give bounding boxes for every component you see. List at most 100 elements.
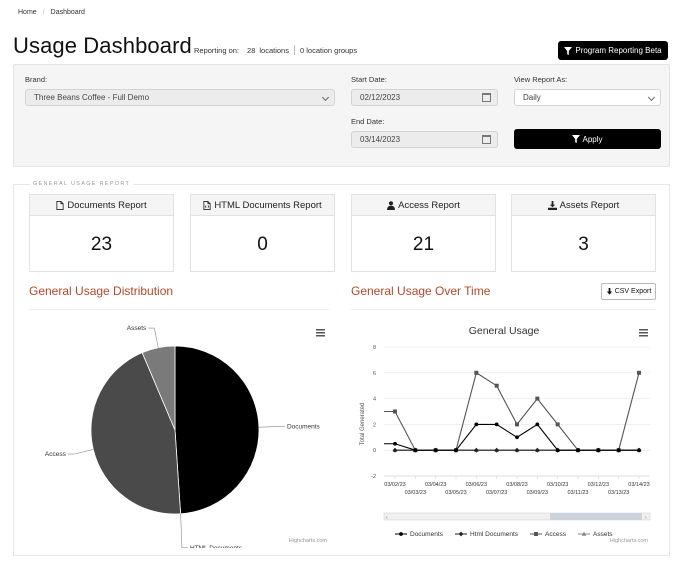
legend-item-documents[interactable]: Documents [395,531,444,538]
data-point[interactable] [433,448,438,453]
data-point[interactable] [616,448,621,453]
data-point[interactable] [535,422,540,427]
data-point[interactable] [555,422,560,427]
data-point[interactable] [535,396,540,401]
data-point[interactable] [393,441,397,446]
data-point[interactable] [458,531,464,537]
apply-label: Apply [582,134,603,144]
distribution-title: General Usage Distribution [29,284,174,298]
y-tick-label: 6 [373,371,376,377]
user-icon [387,200,396,210]
pie-slice-access[interactable] [90,352,182,515]
y-tick-label: 2 [373,422,376,428]
over-time-divider [351,309,656,310]
chevron-down-icon [321,93,330,102]
location-groups: 0 location groups [299,45,358,55]
x-tick-label: 03/10/23 [547,482,568,488]
data-point[interactable] [534,532,538,536]
scroll-right-arrow[interactable]: › [645,515,647,521]
pie-slice-assets[interactable] [141,345,176,431]
breadcrumb-home[interactable]: Home [18,9,37,16]
csv-export-button[interactable]: CSV Export [601,283,656,300]
filter-icon [572,135,581,143]
breadcrumb-separator: / [42,9,45,16]
scrollbar-thumb[interactable] [550,513,642,520]
chevron-down-icon [647,93,656,102]
brand-select[interactable]: Three Beans Coffee - Full Demo [25,89,335,106]
scroll-left-arrow[interactable]: ‹ [386,515,388,521]
chart-credits[interactable]: Highcharts.com [289,538,328,544]
series-line [384,423,639,451]
over-time-title: General Usage Over Time [351,284,491,298]
start-date-label: Start Date: [351,75,387,84]
apply-button[interactable]: Apply [514,129,661,149]
series-access[interactable] [384,370,641,453]
card-value: 23 [90,234,113,255]
legend-label: Access [545,531,567,538]
data-point[interactable] [555,448,560,453]
usage-distribution-pie-chart: Documents HTML Documents Access Assets High… [45,325,328,548]
card-value: 0 [257,234,268,255]
pie-label: Assets [127,325,147,332]
data-point[interactable] [515,422,519,427]
x-tick-label: 03/06/23 [466,482,487,488]
chart-credits[interactable]: Highcharts.com [610,538,649,544]
data-point[interactable] [576,448,580,453]
documents-report-card[interactable]: Documents Report 23 [29,194,174,272]
csv-export-label: CSV Export [614,288,652,295]
access-report-card[interactable]: Access Report 21 [351,194,496,272]
x-tick-label: 03/08/23 [506,482,527,488]
card-value: 21 [412,234,435,255]
html-documents-report-card[interactable]: HTML Documents Report 0 [190,194,335,272]
program-reporting-beta-label: Program Reporting Beta [575,46,662,55]
x-tick-label: 03/04/23 [425,482,446,488]
data-point[interactable] [515,435,519,440]
data-point[interactable] [454,448,458,453]
reporting-summary: Reporting on: 28 locations 0 location gr… [194,45,357,55]
data-point[interactable] [399,532,403,536]
data-point[interactable] [494,383,499,388]
data-point[interactable] [514,447,520,453]
reporting-on-label: Reporting on: [194,45,240,55]
start-date-input[interactable]: 02/12/2023 [351,89,498,106]
hamburger-menu-icon[interactable] [316,329,325,337]
x-tick-label: 03/09/23 [527,490,548,496]
card-label: Assets Report [559,199,620,211]
data-point[interactable] [494,422,499,427]
x-tick-label: 03/13/23 [608,490,629,496]
legend-label: Html Documents [470,531,519,538]
data-point[interactable] [413,448,418,453]
data-point[interactable] [473,447,479,453]
data-point[interactable] [474,370,479,375]
data-point[interactable] [494,447,500,453]
calendar-icon[interactable] [482,135,491,144]
hamburger-menu-icon[interactable] [639,329,648,337]
start-date-value: 02/12/2023 [360,93,401,102]
data-point[interactable] [474,422,479,427]
legend-item-access[interactable]: Access [530,531,567,538]
data-point[interactable] [637,370,641,375]
assets-report-card[interactable]: Assets Report 3 [511,194,656,272]
data-point[interactable] [534,447,540,453]
data-point[interactable] [393,409,397,414]
end-date-input[interactable]: 03/14/2023 [351,131,498,148]
breadcrumb-current: Dashboard [50,9,85,16]
page-title: Usage Dashboard [13,33,192,58]
program-reporting-beta-button[interactable]: Program Reporting Beta [558,41,668,60]
navigator-scrollbar[interactable]: ‹ › [383,512,651,521]
series-documents[interactable] [384,422,641,453]
data-point[interactable] [637,448,641,453]
data-point[interactable] [581,531,587,536]
x-tick-label: 03/11/23 [567,490,588,496]
usage-over-time-line-chart: General Usage Total Generated -2 0 2 4 6 8 03… [360,325,651,544]
calendar-icon[interactable] [482,93,491,102]
reporting-divider [293,45,295,55]
view-report-select[interactable]: Daily [514,89,661,106]
pie-slice-documents[interactable] [174,345,260,515]
brand-value: Three Beans Coffee - Full Demo [34,93,150,102]
x-tick-label: 03/05/23 [445,490,466,496]
data-point[interactable] [596,448,601,453]
x-tick-label: 03/12/23 [588,482,609,488]
legend-item-html-documents[interactable]: Html Documents [455,531,519,538]
legend-item-assets[interactable]: Assets [578,531,613,538]
